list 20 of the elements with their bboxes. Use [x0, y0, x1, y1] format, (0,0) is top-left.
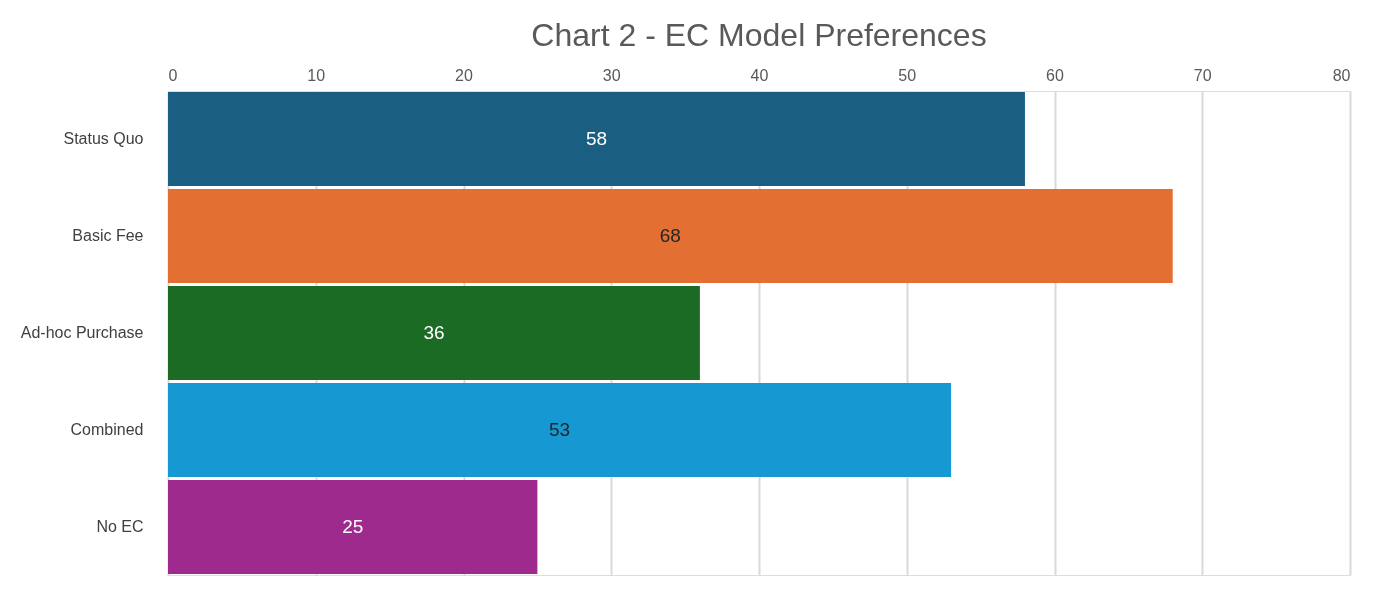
chart-title: Chart 2 - EC Model Preferences: [531, 17, 987, 53]
y-tick-label: No EC: [96, 517, 144, 535]
x-tick-label: 30: [602, 66, 621, 84]
x-tick-label: 10: [307, 66, 326, 84]
data-label: 53: [548, 418, 571, 440]
x-tick-label: 20: [455, 66, 473, 84]
x-tick-label: 60: [1046, 66, 1064, 84]
x-tick-label: 0: [168, 66, 178, 84]
data-label: 58: [585, 128, 608, 150]
y-tick-label: Basic Fee: [72, 227, 144, 245]
y-tick-label: Combined: [70, 420, 144, 438]
x-tick-label: 80: [1332, 66, 1351, 84]
data-label: 36: [423, 322, 445, 343]
data-label: 68: [659, 225, 681, 247]
x-tick-label: 50: [898, 66, 917, 84]
data-label: 25: [342, 515, 364, 537]
x-tick-label: 40: [750, 66, 769, 84]
x-tick-label: 70: [1193, 66, 1212, 84]
y-tick-label: Status Quo: [63, 130, 144, 148]
y-tick-label: Ad-hoc Purchase: [20, 324, 144, 341]
